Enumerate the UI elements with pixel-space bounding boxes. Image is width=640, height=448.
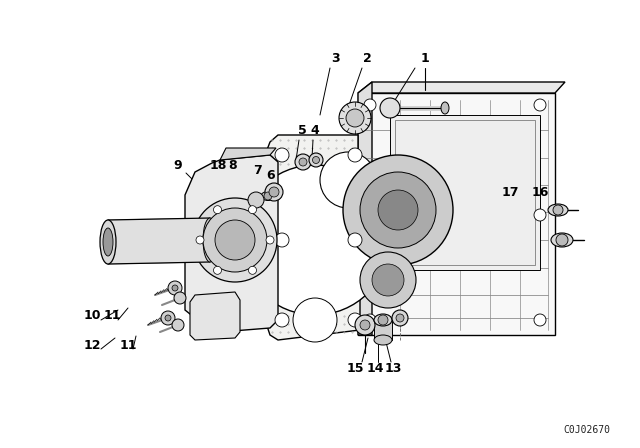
Circle shape — [174, 292, 186, 304]
Text: 3: 3 — [331, 52, 339, 65]
Ellipse shape — [441, 102, 449, 114]
Polygon shape — [185, 155, 278, 332]
Circle shape — [265, 183, 283, 201]
Polygon shape — [265, 135, 360, 340]
Polygon shape — [220, 148, 276, 160]
Ellipse shape — [548, 204, 568, 216]
Circle shape — [346, 109, 364, 127]
Text: 18: 18 — [209, 159, 227, 172]
Circle shape — [264, 192, 272, 200]
Circle shape — [364, 99, 376, 111]
Circle shape — [392, 310, 408, 326]
Circle shape — [275, 148, 289, 162]
Circle shape — [269, 187, 279, 197]
Circle shape — [556, 234, 568, 246]
Circle shape — [165, 315, 171, 321]
Circle shape — [343, 155, 453, 265]
Text: 6: 6 — [267, 168, 275, 181]
Circle shape — [364, 209, 376, 221]
Polygon shape — [374, 320, 392, 340]
Circle shape — [396, 314, 404, 322]
Circle shape — [266, 236, 274, 244]
Text: C0J02670: C0J02670 — [563, 425, 610, 435]
Circle shape — [534, 99, 546, 111]
Text: 1: 1 — [420, 52, 429, 65]
Text: 12: 12 — [83, 339, 100, 352]
Circle shape — [275, 233, 289, 247]
Circle shape — [312, 156, 319, 164]
Text: 8: 8 — [228, 159, 237, 172]
Ellipse shape — [203, 218, 217, 262]
Circle shape — [172, 319, 184, 331]
Polygon shape — [190, 292, 240, 340]
Circle shape — [161, 311, 175, 325]
Text: 14: 14 — [366, 362, 384, 375]
Circle shape — [215, 220, 255, 260]
Text: 11: 11 — [103, 309, 121, 322]
Circle shape — [295, 154, 311, 170]
Circle shape — [380, 98, 400, 118]
Circle shape — [348, 313, 362, 327]
Text: 7: 7 — [253, 164, 261, 177]
Circle shape — [168, 281, 182, 295]
Text: 2: 2 — [363, 52, 371, 65]
Text: 13: 13 — [384, 362, 402, 375]
Circle shape — [360, 252, 416, 308]
Ellipse shape — [103, 228, 113, 256]
Circle shape — [348, 148, 362, 162]
Polygon shape — [358, 315, 372, 335]
Polygon shape — [395, 120, 535, 265]
Circle shape — [275, 313, 289, 327]
Circle shape — [299, 158, 307, 166]
Circle shape — [378, 315, 388, 325]
Circle shape — [553, 205, 563, 215]
Ellipse shape — [374, 335, 392, 345]
Circle shape — [364, 314, 376, 326]
Ellipse shape — [374, 314, 392, 326]
Polygon shape — [358, 82, 372, 325]
Circle shape — [196, 236, 204, 244]
Circle shape — [372, 264, 404, 296]
Polygon shape — [390, 115, 540, 270]
Circle shape — [193, 198, 277, 282]
Circle shape — [214, 206, 221, 214]
Polygon shape — [108, 218, 210, 264]
Circle shape — [309, 153, 323, 167]
Ellipse shape — [551, 233, 573, 247]
Circle shape — [378, 190, 418, 230]
Circle shape — [248, 206, 257, 214]
Polygon shape — [358, 82, 565, 93]
Circle shape — [360, 320, 370, 330]
Circle shape — [240, 165, 390, 315]
Polygon shape — [358, 93, 555, 335]
Circle shape — [339, 102, 371, 134]
Text: 9: 9 — [173, 159, 182, 172]
Circle shape — [534, 209, 546, 221]
Ellipse shape — [100, 220, 116, 264]
Circle shape — [320, 152, 376, 208]
Text: 17: 17 — [501, 185, 519, 198]
Circle shape — [534, 314, 546, 326]
Text: 10: 10 — [83, 309, 100, 322]
Text: 11: 11 — [119, 339, 137, 352]
Text: 5: 5 — [298, 124, 307, 137]
Text: 16: 16 — [531, 185, 548, 198]
Circle shape — [293, 298, 337, 342]
Text: 4: 4 — [310, 124, 319, 137]
Circle shape — [360, 172, 436, 248]
Ellipse shape — [261, 191, 275, 201]
Circle shape — [348, 233, 362, 247]
Circle shape — [172, 285, 178, 291]
Circle shape — [214, 266, 221, 274]
Circle shape — [248, 266, 257, 274]
Circle shape — [203, 208, 267, 272]
Circle shape — [355, 315, 375, 335]
Circle shape — [248, 192, 264, 208]
Text: 15: 15 — [346, 362, 364, 375]
